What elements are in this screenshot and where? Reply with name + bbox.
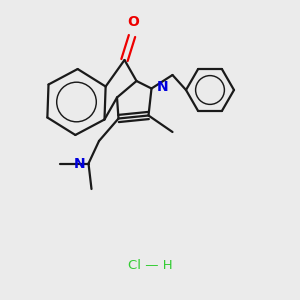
Text: N: N bbox=[157, 80, 169, 94]
Text: Cl — H: Cl — H bbox=[128, 259, 172, 272]
Text: O: O bbox=[128, 15, 140, 29]
Text: N: N bbox=[73, 157, 85, 170]
